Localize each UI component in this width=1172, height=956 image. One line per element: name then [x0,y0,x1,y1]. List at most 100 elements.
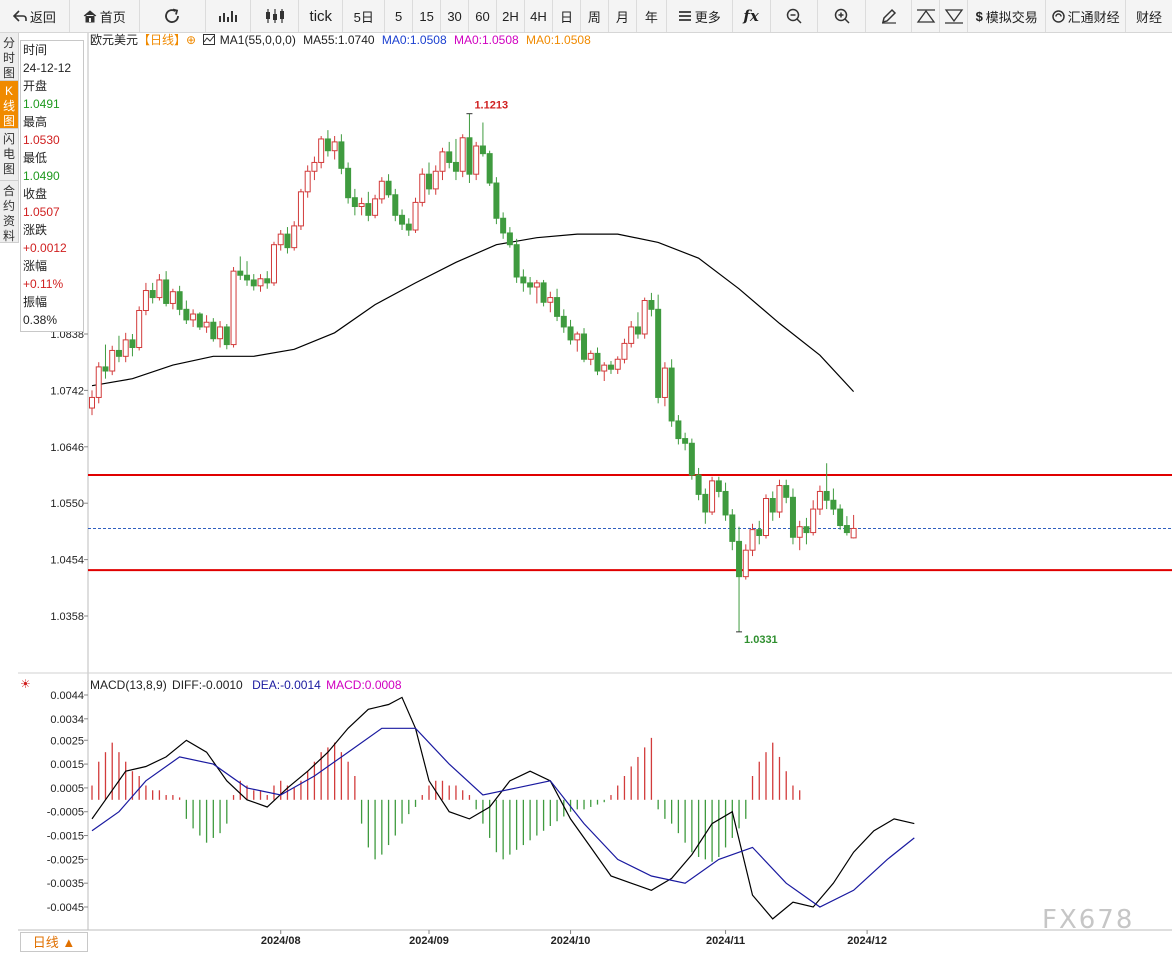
crosshair-icon[interactable]: ⊕ [186,33,197,47]
candle [345,162,352,204]
zoom-out-button[interactable] [771,0,819,32]
period-30m[interactable]: 30 [441,0,470,32]
tab-flash-chart[interactable]: 闪电图 [0,129,18,181]
period-4h[interactable]: 4H [525,0,553,32]
candle [237,256,244,280]
triangle-down-button[interactable] [940,0,969,32]
candle-body [668,367,675,422]
price-tick-label: 1.0838 [50,329,84,341]
candle [655,294,662,404]
candle [695,467,702,501]
candle [587,350,594,366]
candle-body [850,527,857,539]
date-tick-label: 2024/08 [261,935,301,947]
candle-body [311,161,318,172]
chart-type-button[interactable] [206,0,252,32]
candle [129,334,136,357]
price-tick-label: 1.0550 [50,498,84,510]
tab-contract-info[interactable]: 合约资料 [0,181,18,243]
refresh-button[interactable] [140,0,206,32]
candle-body [783,485,790,498]
candle-body [810,508,817,534]
candle [115,335,122,363]
candle-body [149,290,156,299]
candle [547,291,554,313]
macd-legend: MACD(13,8,9) DIFF:-0.0010 DEA:-0.0014 MA… [90,678,402,692]
candle [783,479,790,504]
candle [419,168,426,207]
candle [803,517,810,545]
formula-button[interactable]: fx [733,0,771,32]
candlestick-button[interactable] [251,0,300,32]
ohlc-info-panel: 时间 24-12-12 开盘 1.0491 最高 1.0530 最低 1.049… [20,40,84,332]
low-annotation: 1.0331 [744,634,778,646]
tick-button[interactable]: tick [299,0,344,32]
settings-icon[interactable]: ☀ [20,677,31,691]
candle-body [473,145,480,175]
price-panel: 1.1213 1.0331 [88,100,1172,646]
period-day[interactable]: 日 [553,0,581,32]
candle [560,309,567,333]
candle-body [702,493,709,513]
candle [641,297,648,339]
candle-body [736,540,743,578]
candle [736,526,743,632]
huitong-button[interactable]: 汇通财经 [1046,0,1127,32]
more-button[interactable]: 更多 [667,0,733,32]
price-tick-label: 1.0454 [50,555,84,567]
period-2h[interactable]: 2H [497,0,525,32]
formula-label: fx [743,7,759,25]
candle [89,390,95,416]
period-label: 30 [447,8,462,24]
candle-body [682,438,689,444]
caijing-button[interactable]: 财经 [1126,0,1172,32]
triangle-up-button[interactable] [912,0,941,32]
candle [715,476,722,498]
period-15m[interactable]: 15 [413,0,442,32]
period-selector-tab[interactable]: 日线 ▲ [20,932,88,952]
watermark: FX678 [1042,905,1135,935]
candle [830,488,837,515]
candle-body [432,170,439,190]
tab-kline[interactable]: K线图 [0,81,18,129]
period-5m[interactable]: 5 [385,0,414,32]
draw-button[interactable] [866,0,913,32]
period-60m[interactable]: 60 [469,0,497,32]
candle-body [722,490,729,516]
tab-time-chart[interactable]: 分时图 [0,33,18,81]
candle [661,362,668,407]
amp-value: 0.38% [23,313,58,327]
open-label: 开盘 [23,79,48,93]
period-5d[interactable]: 5日 [343,0,386,32]
candle-body [459,137,466,172]
diff-value: DIFF:-0.0010 [172,678,243,692]
candle-body [506,232,513,246]
candle-body [661,367,668,398]
sim-trade-button[interactable]: $ 模拟交易 [968,0,1047,32]
zoom-in-button[interactable] [818,0,867,32]
candle-body [500,217,507,234]
close-value: 1.0507 [23,205,60,219]
amp-label: 振幅 [23,295,48,309]
period-year[interactable]: 年 [637,0,667,32]
candle [554,288,561,322]
triangle-down-icon [944,8,964,24]
ma-setting: MA1(55,0,0,0) [219,33,296,47]
candle-body [358,203,365,208]
macd-tick-label: -0.0005 [47,807,84,819]
macd-tick-label: 0.0034 [50,714,84,726]
period-month[interactable]: 月 [609,0,637,32]
indicator-icon[interactable] [203,33,216,47]
home-button[interactable]: 首页 [70,0,140,32]
candle-body [183,308,190,321]
high-label: 最高 [23,115,48,129]
period-week[interactable]: 周 [581,0,609,32]
side-tabs: 分时图 K线图 闪电图 合约资料 [0,33,19,243]
candle-body [318,138,325,163]
menu-icon [678,10,692,22]
back-button[interactable]: 返回 [0,0,70,32]
candle [223,324,230,350]
price-legend: 欧元美元【日线】⊕ MA1(55,0,0,0) MA55:1.0740 MA0:… [90,33,595,47]
candle-body [95,366,102,398]
